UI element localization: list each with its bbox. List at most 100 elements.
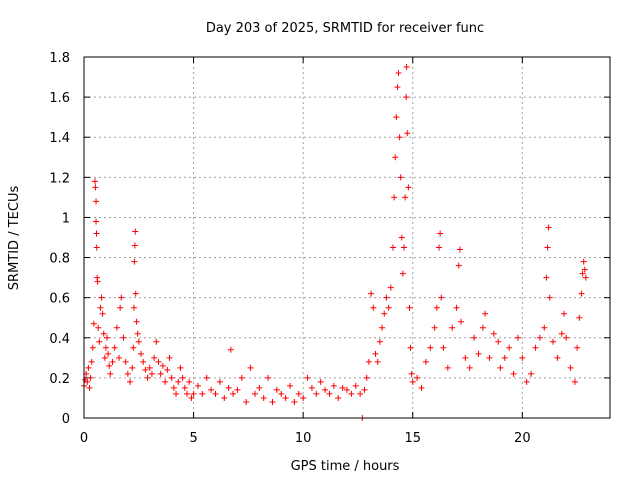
data-point bbox=[392, 154, 399, 161]
data-point bbox=[486, 354, 493, 361]
data-point bbox=[462, 354, 469, 361]
data-point bbox=[269, 398, 276, 405]
data-point bbox=[105, 350, 112, 357]
data-point bbox=[234, 386, 241, 393]
data-point bbox=[571, 378, 578, 385]
data-point bbox=[144, 374, 151, 381]
data-point bbox=[370, 304, 377, 311]
data-point bbox=[208, 386, 215, 393]
data-point bbox=[379, 324, 386, 331]
data-point bbox=[418, 384, 425, 391]
data-point bbox=[91, 178, 98, 185]
data-point bbox=[278, 390, 285, 397]
y-tick-label: 0.4 bbox=[49, 332, 70, 347]
data-point bbox=[177, 364, 184, 371]
data-point bbox=[523, 378, 530, 385]
data-point bbox=[440, 344, 447, 351]
data-point bbox=[455, 262, 462, 269]
data-point bbox=[399, 270, 406, 277]
data-point bbox=[295, 390, 302, 397]
data-point bbox=[506, 344, 513, 351]
data-point bbox=[385, 304, 392, 311]
y-tick-label: 0 bbox=[62, 412, 70, 427]
data-point bbox=[550, 338, 557, 345]
data-point bbox=[137, 350, 144, 357]
data-point bbox=[106, 362, 113, 369]
data-point bbox=[579, 270, 586, 277]
data-point bbox=[330, 382, 337, 389]
data-point bbox=[142, 366, 149, 373]
data-point bbox=[363, 374, 370, 381]
data-point bbox=[116, 354, 123, 361]
data-point bbox=[148, 370, 155, 377]
data-point bbox=[397, 174, 404, 181]
data-point bbox=[151, 354, 158, 361]
data-point bbox=[93, 230, 100, 237]
data-point bbox=[133, 318, 140, 325]
data-point bbox=[532, 344, 539, 351]
data-point bbox=[408, 370, 415, 377]
data-point bbox=[153, 338, 160, 345]
data-point bbox=[159, 362, 166, 369]
data-point bbox=[85, 364, 92, 371]
data-point bbox=[131, 242, 138, 249]
data-point bbox=[482, 310, 489, 317]
data-point bbox=[243, 398, 250, 405]
data-point bbox=[541, 324, 548, 331]
x-axis-label: GPS time / hours bbox=[291, 459, 400, 474]
data-point bbox=[179, 374, 186, 381]
data-point bbox=[96, 338, 103, 345]
data-point bbox=[409, 378, 416, 385]
data-point bbox=[135, 338, 142, 345]
data-point bbox=[560, 310, 567, 317]
data-point bbox=[212, 390, 219, 397]
data-point bbox=[225, 384, 232, 391]
data-point bbox=[127, 378, 134, 385]
data-point bbox=[194, 382, 201, 389]
data-point bbox=[92, 184, 99, 191]
data-point bbox=[576, 314, 583, 321]
data-point bbox=[130, 344, 137, 351]
data-point bbox=[383, 294, 390, 301]
data-point bbox=[97, 304, 104, 311]
data-point bbox=[100, 330, 107, 337]
data-point bbox=[414, 374, 421, 381]
data-point bbox=[238, 374, 245, 381]
data-point bbox=[304, 374, 311, 381]
data-point bbox=[117, 304, 124, 311]
data-point bbox=[514, 334, 521, 341]
data-point bbox=[98, 294, 105, 301]
x-tick-label: 20 bbox=[514, 431, 531, 446]
data-point bbox=[227, 346, 234, 353]
data-point bbox=[466, 364, 473, 371]
data-point bbox=[251, 390, 258, 397]
data-point bbox=[94, 278, 101, 285]
data-point bbox=[528, 370, 535, 377]
data-point bbox=[265, 374, 272, 381]
data-point bbox=[497, 364, 504, 371]
data-point bbox=[457, 318, 464, 325]
data-point bbox=[130, 304, 137, 311]
data-point bbox=[365, 358, 372, 365]
data-point bbox=[453, 304, 460, 311]
y-tick-label: 0.8 bbox=[49, 252, 70, 267]
data-point bbox=[99, 310, 106, 317]
y-tick-label: 1.2 bbox=[49, 171, 70, 186]
data-points bbox=[81, 64, 589, 421]
data-point bbox=[113, 324, 120, 331]
data-point bbox=[578, 290, 585, 297]
data-point bbox=[104, 334, 111, 341]
data-point bbox=[546, 294, 553, 301]
data-point bbox=[393, 114, 400, 121]
data-point bbox=[545, 224, 552, 231]
data-point bbox=[221, 394, 228, 401]
data-point bbox=[581, 266, 588, 273]
data-point bbox=[86, 384, 93, 391]
data-point bbox=[403, 64, 410, 71]
data-point bbox=[580, 258, 587, 265]
data-point bbox=[181, 384, 188, 391]
data-point bbox=[344, 386, 350, 393]
data-point bbox=[282, 394, 289, 401]
data-point bbox=[475, 350, 482, 357]
